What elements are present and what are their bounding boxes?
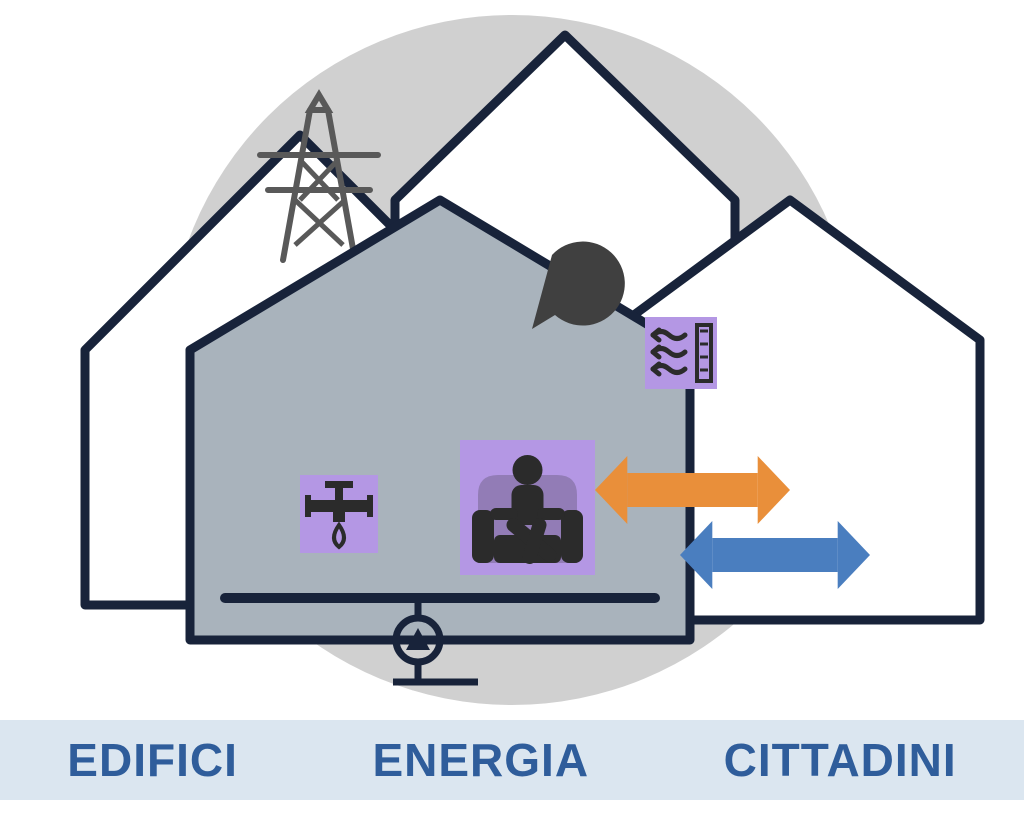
person-seated-icon <box>460 440 595 575</box>
scene-svg <box>0 0 1024 820</box>
label-energia: ENERGIA <box>362 733 599 787</box>
tap-icon <box>300 475 378 553</box>
hvac-icon <box>645 317 717 389</box>
label-bar: EDIFICI ENERGIA CITTADINI <box>0 720 1024 800</box>
label-cittadini: CITTADINI <box>714 733 967 787</box>
label-edifici: EDIFICI <box>57 733 248 787</box>
diagram-canvas: EDIFICI ENERGIA CITTADINI <box>0 0 1024 820</box>
